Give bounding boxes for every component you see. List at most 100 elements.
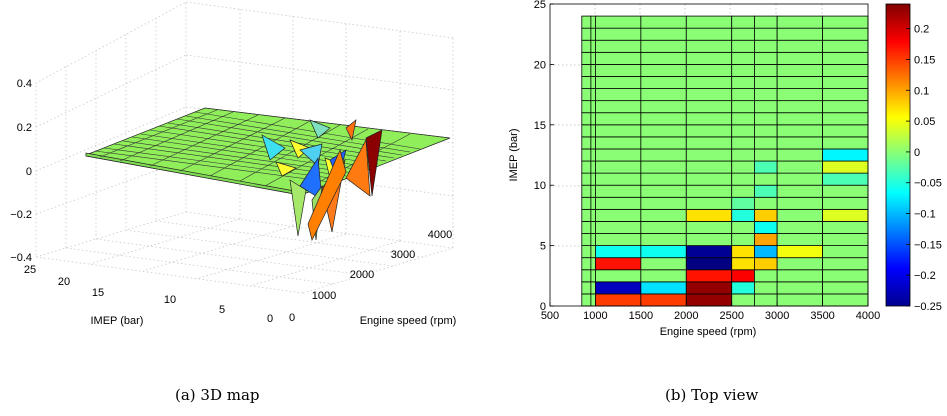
heatmap-cell bbox=[754, 51, 778, 65]
heatmap-cell bbox=[685, 64, 733, 77]
heatmap-cell bbox=[685, 76, 733, 89]
heatmap-cell bbox=[640, 293, 687, 307]
colorbar-tick-label: 0.15 bbox=[914, 54, 935, 66]
heatmap-cell bbox=[640, 281, 687, 295]
heatmap-cell bbox=[595, 76, 642, 89]
heatmap-cell bbox=[595, 221, 642, 234]
heatmap-cell bbox=[590, 64, 596, 77]
z-tick-label: 0 bbox=[26, 166, 32, 178]
heatmap-cell bbox=[754, 112, 778, 126]
heatmap-cell bbox=[581, 233, 592, 247]
heatmap-cell bbox=[776, 64, 823, 77]
heatmap-cell bbox=[640, 124, 687, 138]
heatmap-cell bbox=[776, 27, 823, 41]
heatmap-cell bbox=[731, 39, 755, 53]
heatmap-cell bbox=[754, 221, 778, 234]
heatmap-cell bbox=[581, 196, 592, 210]
heatmap-cell bbox=[581, 51, 592, 65]
heatmap-cell bbox=[640, 27, 687, 41]
heatmap-cell bbox=[754, 76, 778, 89]
heatmap-cell bbox=[685, 293, 733, 307]
heatmap-cell bbox=[595, 293, 642, 307]
colorbar-tick-label: 0.2 bbox=[914, 24, 929, 36]
heatmap-cell bbox=[776, 221, 823, 234]
colorbar-tick-label: 0.05 bbox=[914, 116, 935, 128]
heatmap-cell bbox=[685, 136, 733, 150]
x-axis-label-3d: Engine speed (rpm) bbox=[360, 315, 457, 327]
heatmap-cell bbox=[640, 221, 687, 234]
heatmap-cell bbox=[776, 233, 823, 247]
heatmap-cell bbox=[776, 184, 823, 198]
colorbar-tick-label: −0.05 bbox=[914, 178, 942, 190]
heatmap-cell bbox=[754, 257, 778, 271]
heatmap-cell bbox=[590, 208, 596, 222]
heatmap-cell bbox=[581, 136, 592, 150]
colorbar-ticks: −0.25 −0.2 −0.15 −0.1 −0.05 0 0.05 0.1 0.15 0.2 bbox=[906, 24, 942, 313]
heatmap-cell bbox=[776, 136, 823, 150]
heatmap-cell bbox=[581, 88, 592, 102]
heatmap-cell bbox=[640, 76, 687, 89]
heatmap-cell bbox=[640, 196, 687, 210]
heatmap-cell bbox=[685, 100, 733, 114]
heatmap-cell bbox=[685, 233, 733, 247]
y-tick-label: 5 bbox=[540, 241, 546, 253]
heatmap-cell bbox=[595, 184, 642, 198]
y-tick-label: 20 bbox=[58, 276, 70, 288]
heatmap-cell bbox=[822, 221, 869, 234]
heatmap-cell bbox=[822, 269, 869, 283]
heatmap-cell bbox=[731, 64, 755, 77]
heatmap-cell bbox=[685, 196, 733, 210]
heatmap-cell bbox=[776, 112, 823, 126]
y-tick-label: 20 bbox=[534, 59, 546, 71]
heatmap-cell bbox=[595, 233, 642, 247]
heatmap-cell bbox=[776, 148, 823, 162]
colorbar-tick-label: 0 bbox=[914, 147, 920, 159]
heatmap-cell bbox=[581, 245, 592, 259]
heatmap-cell bbox=[822, 64, 869, 77]
heatmap-cell bbox=[754, 184, 778, 198]
heatmap-cell bbox=[581, 148, 592, 162]
heatmap-cell bbox=[581, 221, 592, 234]
heatmap-cell bbox=[731, 293, 755, 307]
y-tick-label: 15 bbox=[534, 120, 546, 132]
heatmap-cell bbox=[640, 100, 687, 114]
heatmap-cell bbox=[731, 124, 755, 138]
heatmap-cell bbox=[595, 124, 642, 138]
heatmap-cell bbox=[640, 51, 687, 65]
y-tick-label: 0 bbox=[540, 301, 546, 313]
heatmap-cell bbox=[590, 269, 596, 283]
heatmap-cell bbox=[590, 172, 596, 186]
z-tick-label: 0.4 bbox=[17, 78, 32, 90]
y-tick-label: 10 bbox=[164, 294, 176, 306]
y-tick-label: 10 bbox=[534, 180, 546, 192]
heatmap-cell bbox=[822, 233, 869, 247]
heatmap-x-ticks: 500 1000 1500 2000 2500 3000 3500 4000 bbox=[541, 302, 880, 322]
heatmap-cell bbox=[685, 184, 733, 198]
heatmap-cell bbox=[776, 196, 823, 210]
heatmap-cell bbox=[595, 208, 642, 222]
heatmap-cell bbox=[822, 76, 869, 89]
heatmap-cell bbox=[590, 196, 596, 210]
colorbar bbox=[885, 3, 911, 307]
heatmap-cell bbox=[776, 100, 823, 114]
heatmap-cell bbox=[685, 172, 733, 186]
y-ticks-3d: 25 20 15 10 5 0 bbox=[24, 264, 273, 325]
heatmap-cells bbox=[581, 15, 869, 307]
heatmap-cell bbox=[640, 112, 687, 126]
heatmap-cell bbox=[731, 233, 755, 247]
heatmap-cell bbox=[595, 51, 642, 65]
heatmap-cell bbox=[595, 245, 642, 259]
x-tick-label: 2000 bbox=[674, 310, 698, 322]
heatmap-cell bbox=[595, 136, 642, 150]
heatmap-cell bbox=[731, 100, 755, 114]
x-tick-label: 0 bbox=[289, 312, 295, 324]
heatmap-cell bbox=[776, 51, 823, 65]
heatmap-cell bbox=[581, 64, 592, 77]
heatmap-cell bbox=[754, 160, 778, 174]
heatmap-cell bbox=[822, 15, 869, 29]
caption-b: (b) Top view bbox=[665, 386, 759, 404]
heatmap-cell bbox=[731, 208, 755, 222]
heatmap-cell bbox=[640, 269, 687, 283]
heatmap-cell bbox=[822, 172, 869, 186]
